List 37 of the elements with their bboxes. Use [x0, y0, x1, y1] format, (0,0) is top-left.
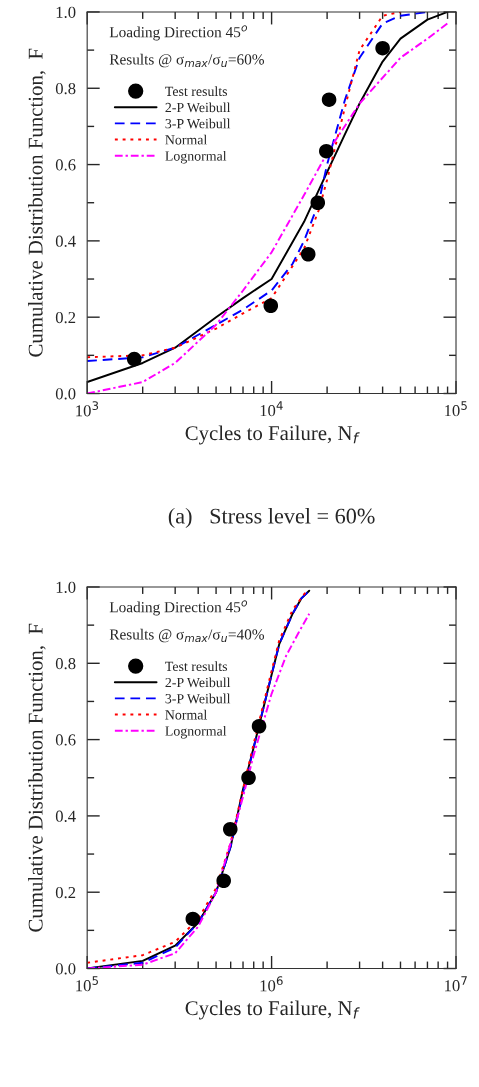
y-axis-title: Cumulative Distribution Function, F — [28, 623, 46, 932]
y-tick-label: 0.2 — [55, 886, 76, 899]
y-tick-label: 0.4 — [55, 810, 76, 822]
x-axis-title: Cycles to Failure, N$_{f}$ — [185, 1000, 360, 1020]
y-tick-label: 0.8 — [55, 657, 76, 670]
legend-label: Normal — [165, 709, 208, 720]
legend-label: Normal — [165, 134, 208, 145]
legend-label: Test results — [165, 86, 228, 97]
annotation: Results @ σ$_{max}$/σ$_{u}$=40% — [109, 628, 265, 643]
legend-label: Lognormal — [165, 150, 227, 164]
legend-label: 3-P Weibull — [165, 118, 231, 129]
y-tick-label: 0.6 — [55, 734, 76, 746]
annotation: Results @ σ$_{max}$/σ$_{u}$=60% — [109, 53, 265, 68]
x-axis-title: Cycles to Failure, N$_{f}$ — [185, 425, 360, 445]
x-tick-label: 10$^{3}$ — [76, 401, 99, 417]
y-axis-title: Cumulative Distribution Function, F — [28, 48, 46, 357]
y-tick-label: 1.0 — [56, 6, 76, 18]
y-tick-label: 0.0 — [55, 388, 76, 400]
legend-label: 2-P Weibull — [165, 677, 231, 688]
x-tick-label: 10$^{7}$ — [445, 976, 467, 992]
legend-label: 2-P Weibull — [165, 102, 231, 113]
y-tick-label: 0.4 — [55, 235, 76, 247]
annotation: Loading Direction 45$^{o}$ — [109, 600, 248, 616]
y-tick-label: 0.2 — [55, 311, 76, 324]
y-tick-label: 0.6 — [55, 159, 76, 171]
legend-label: Test results — [165, 661, 228, 672]
x-tick-label: 10$^{6}$ — [260, 976, 283, 992]
legend-label: Lognormal — [165, 725, 227, 739]
annotation: Loading Direction 45$^{o}$ — [109, 25, 248, 41]
y-tick-label: 0.8 — [55, 82, 76, 95]
legend-label: 3-P Weibull — [165, 693, 231, 704]
y-tick-label: 1.0 — [56, 581, 76, 593]
text: (a) Stress level = 60% — [168, 507, 375, 529]
y-tick-label: 0.0 — [55, 963, 76, 975]
x-tick-label: 10$^{5}$ — [76, 976, 98, 992]
x-tick-label: 10$^{4}$ — [260, 401, 283, 417]
x-tick-label: 10$^{5}$ — [445, 401, 467, 417]
